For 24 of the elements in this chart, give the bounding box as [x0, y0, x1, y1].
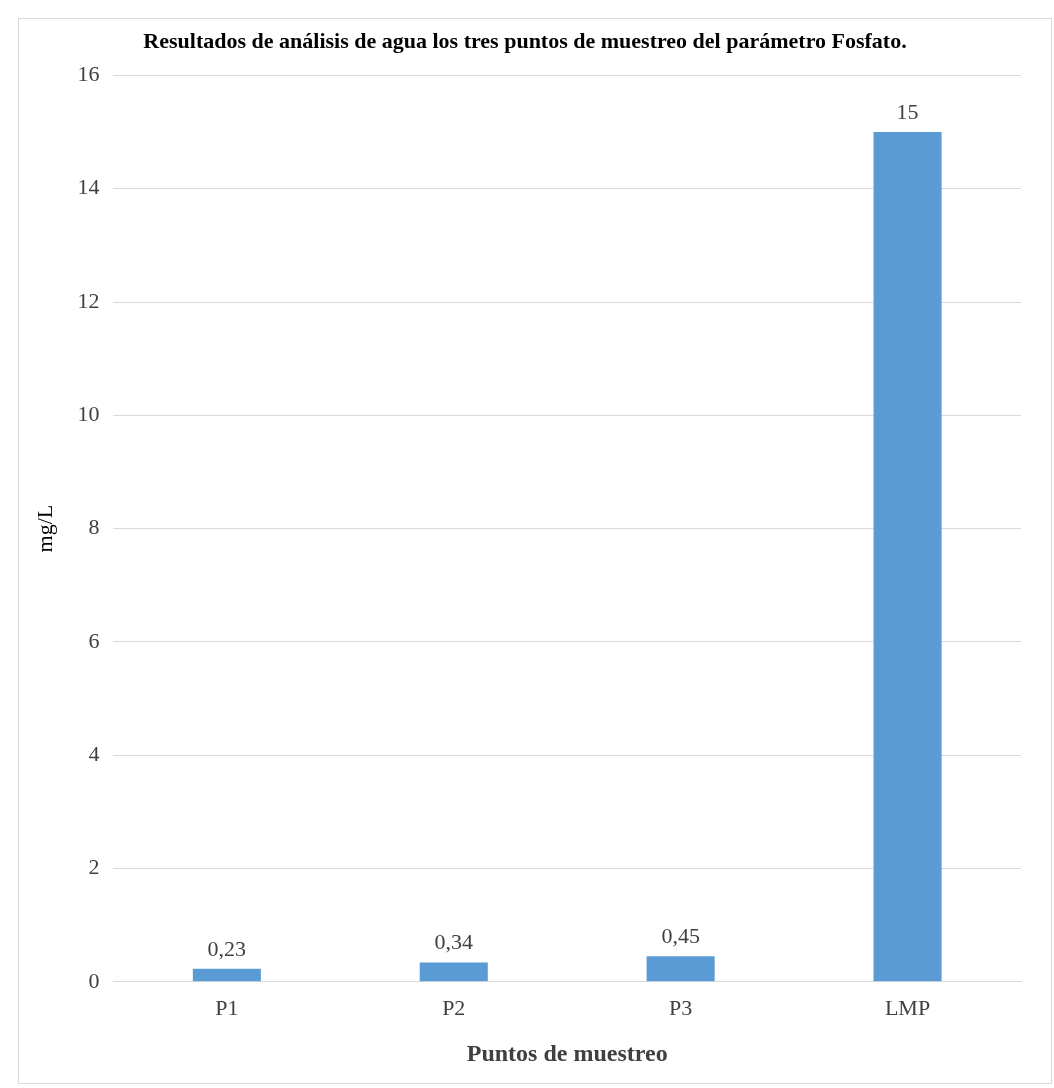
x-tick-label: P1 [215, 994, 239, 1020]
x-axis-title: Puntos de muestreo [466, 1039, 668, 1066]
bar [873, 132, 942, 982]
y-tick-label: 4 [88, 740, 100, 766]
x-tick-label: P2 [442, 994, 466, 1020]
y-axis-title: mg/L [31, 504, 57, 553]
data-label: 15 [896, 98, 919, 124]
y-tick-label: 8 [88, 514, 100, 540]
data-label: 0,34 [434, 929, 473, 955]
y-tick-label: 0 [88, 967, 100, 993]
data-label: 0,23 [207, 935, 247, 961]
y-tick-label: 2 [88, 854, 100, 880]
data-label: 0,45 [661, 923, 700, 949]
bar [646, 956, 715, 982]
y-tick-label: 16 [77, 61, 100, 87]
bar [192, 968, 261, 982]
y-tick-label: 12 [77, 287, 100, 313]
y-tick-label: 6 [88, 627, 100, 653]
bar [419, 962, 488, 982]
chart-title: Resultados de análisis de agua los tres puntos de muestreo del parámetro Fosfato. [143, 27, 907, 53]
y-tick-label: 14 [77, 174, 100, 200]
x-tick-label: P3 [669, 994, 693, 1020]
x-tick-label: LMP [884, 994, 931, 1020]
y-tick-label: 10 [77, 401, 100, 427]
